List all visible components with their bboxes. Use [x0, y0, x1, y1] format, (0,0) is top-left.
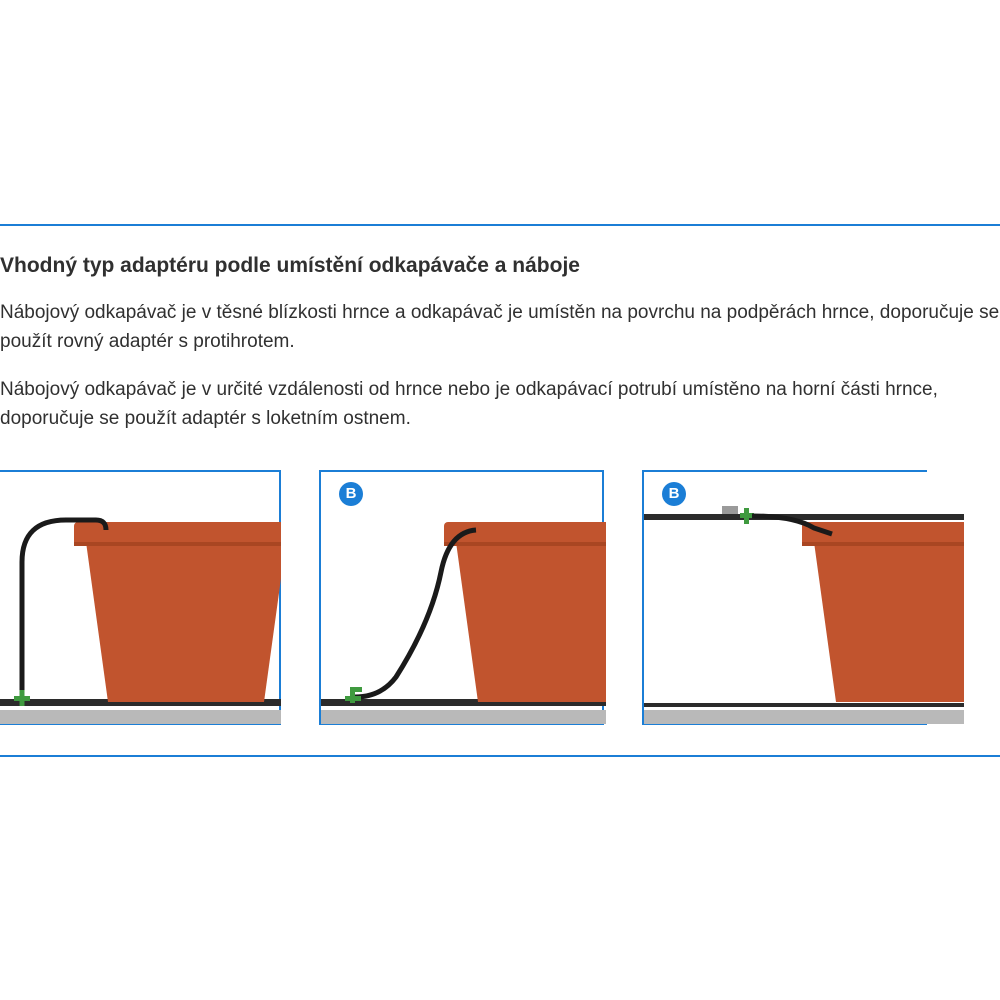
diagram-a-svg: [0, 472, 281, 725]
panel-badge-b1: B: [339, 482, 363, 506]
diagram-c-svg: [644, 472, 964, 725]
diagram-panel-c: B: [642, 470, 927, 725]
panel-badge-b2: B: [662, 482, 686, 506]
diagram-b-svg: [321, 472, 606, 725]
paragraph-1: Nábojový odkapávač je v těsné blízkosti …: [0, 298, 1000, 357]
content-band: Vhodný typ adaptéru podle umístění odkap…: [0, 224, 1000, 757]
paragraph-2: Nábojový odkapávač je v určité vzdálenos…: [0, 375, 1000, 434]
diagram-panel-b: B: [319, 470, 604, 725]
diagram-panels: B B: [0, 470, 1000, 725]
section-heading: Vhodný typ adaptéru podle umístění odkap…: [0, 254, 1000, 278]
diagram-panel-a: [0, 470, 281, 725]
